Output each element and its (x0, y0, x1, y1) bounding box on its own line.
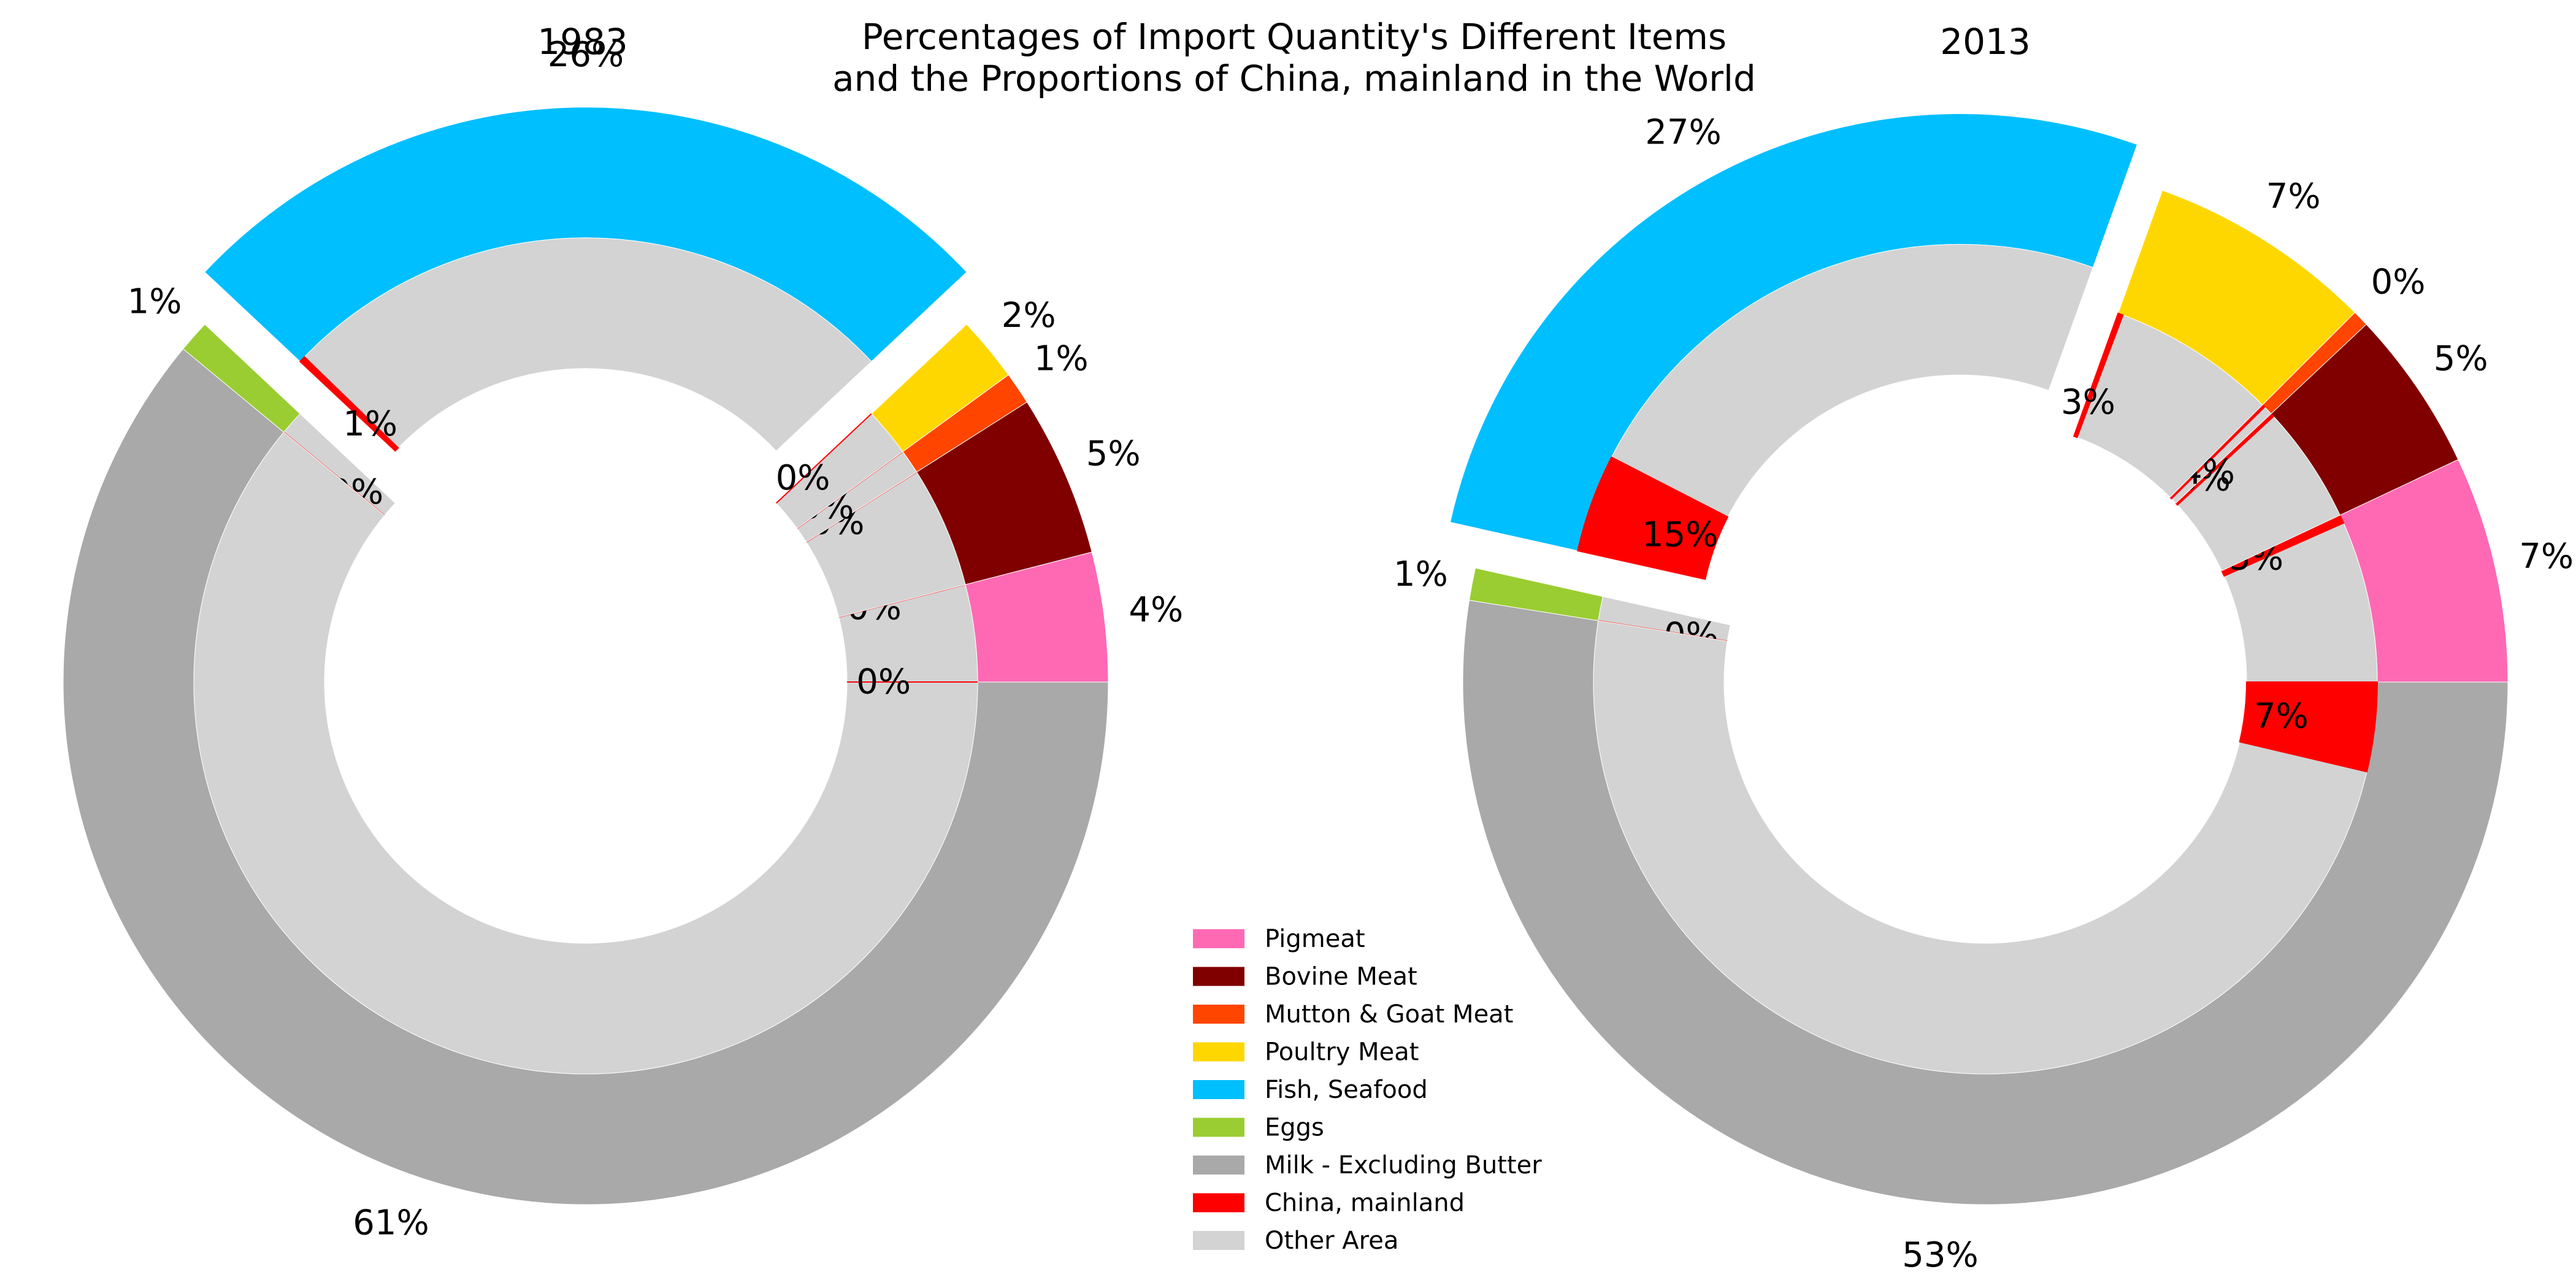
legend-label-mutton-goat-meat: Mutton & Goat Meat (1265, 1000, 1513, 1029)
legend-swatch-milk-excluding-butter (1193, 1156, 1244, 1175)
donut-title-1983: 1983 (537, 21, 628, 63)
inner-label-poultry-meat-2013: 3% (2061, 383, 2115, 423)
legend-label-poultry-meat: Poultry Meat (1265, 1038, 1419, 1067)
inner-slice-other-fish-seafood-1983 (304, 237, 872, 451)
donut-chart-2013: 2013 7%5%5%3%0%24%7%3%27%15%1%0%53%7% (1393, 21, 2574, 1275)
outer-label-pigmeat-1983: 4% (1129, 590, 1183, 630)
outer-label-bovine-meat-2013: 5% (2434, 339, 2488, 379)
inner-label-milk-excluding-butter-2013: 7% (2254, 696, 2309, 736)
inner-slice-china-poultry-meat-2013 (2073, 312, 2124, 439)
legend-label-bovine-meat: Bovine Meat (1265, 963, 1417, 991)
outer-label-mutton-goat-meat-1983: 1% (1034, 339, 1089, 379)
inner-label-milk-excluding-butter-1983: 0% (856, 662, 911, 702)
legend-swatch-fish-seafood (1193, 1080, 1244, 1099)
legend-swatch-eggs (1193, 1117, 1244, 1137)
outer-label-eggs-2013: 1% (1393, 554, 1448, 594)
outer-label-bovine-meat-1983: 5% (1086, 434, 1141, 473)
legend-label-milk-excluding-butter: Milk - Excluding Butter (1265, 1151, 1542, 1179)
legend-label-other-area: Other Area (1265, 1227, 1398, 1255)
inner-slice-china-poultry-meat-1983 (775, 413, 872, 504)
inner-label-poultry-meat-1983: 0% (776, 458, 830, 498)
donut-chart-1983: 1983 4%0%5%0%1%0%2%0%26%1%1%0%61%0% (63, 21, 1183, 1243)
inner-label-fish-seafood-1983: 1% (343, 404, 397, 444)
outer-label-milk-excluding-butter-2013: 53% (1902, 1235, 1978, 1275)
legend-label-pigmeat: Pigmeat (1265, 925, 1365, 953)
outer-label-poultry-meat-1983: 2% (1002, 296, 1056, 335)
inner-label-fish-seafood-2013: 15% (1642, 515, 1718, 555)
legend-label-eggs: Eggs (1265, 1114, 1324, 1142)
figure-title-line2: and the Proportions of China, mainland i… (832, 58, 1756, 99)
outer-label-fish-seafood-2013: 27% (1645, 113, 1721, 153)
donut-title-2013: 2013 (1940, 21, 2031, 63)
outer-label-mutton-goat-meat-2013: 0% (2371, 262, 2426, 302)
inner-slice-china-fish-seafood-1983 (299, 356, 399, 452)
legend-swatch-china-mainland (1193, 1193, 1244, 1213)
outer-label-pigmeat-2013: 7% (2519, 537, 2574, 577)
legend-label-fish-seafood: Fish, Seafood (1265, 1076, 1428, 1104)
legend-label-china-mainland: China, mainland (1265, 1189, 1465, 1217)
figure-title-line1: Percentages of Import Quantity's Differe… (862, 16, 1727, 58)
chart-legend: Pigmeat Bovine Meat Mutton & Goat Meat Poul… (1193, 925, 1542, 1255)
legend-swatch-bovine-meat (1193, 967, 1244, 986)
inner-slice-other-milk-excluding-butter-2013 (1593, 620, 2367, 1075)
inner-slice-china-milk-excluding-butter-2013 (2239, 681, 2379, 773)
outer-label-eggs-1983: 1% (128, 282, 182, 322)
outer-label-milk-excluding-butter-1983: 61% (353, 1203, 429, 1243)
inner-slice-other-milk-excluding-butter-1983 (193, 431, 978, 1075)
legend-swatch-poultry-meat (1193, 1042, 1244, 1062)
legend-swatch-pigmeat (1193, 929, 1244, 948)
inner-slice-other-poultry-meat-1983 (775, 413, 903, 529)
legend-swatch-other-area (1193, 1231, 1244, 1250)
outer-label-fish-seafood-1983: 26% (548, 35, 624, 75)
outer-label-poultry-meat-2013: 7% (2266, 177, 2321, 217)
legend-swatch-mutton-goat-meat (1193, 1005, 1244, 1024)
inner-slice-other-fish-seafood-2013 (1611, 243, 2094, 518)
inner-slice-china-fish-seafood-2013 (1577, 456, 1729, 580)
